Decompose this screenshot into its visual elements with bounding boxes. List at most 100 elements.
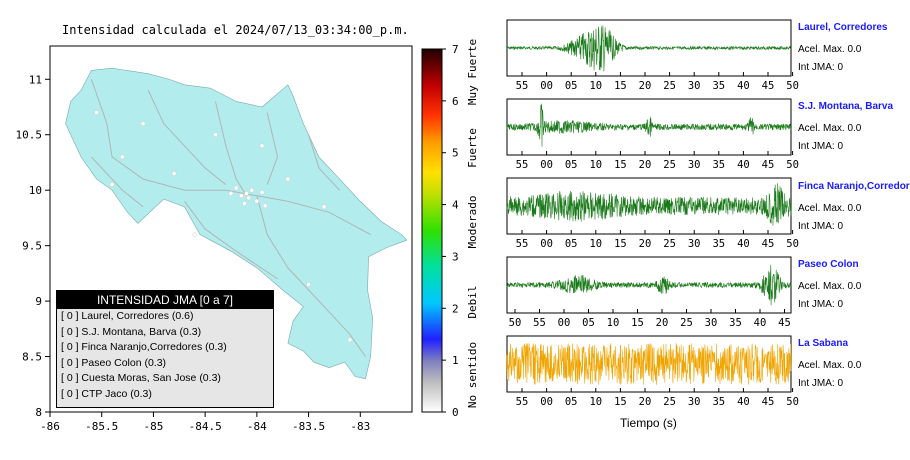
map-ytick-label: 8.5: [22, 351, 42, 364]
town-10: [120, 154, 125, 160]
town-4: [238, 193, 244, 199]
map-xtick-label: -83.5: [292, 420, 325, 433]
map-ytick-label: 10.5: [16, 129, 43, 142]
waveform-tick-label: 00: [540, 238, 553, 250]
station-int-jma: Int JMA: 0: [798, 221, 844, 232]
waveform-trace-0: [506, 25, 792, 72]
waveform-tick-label: 25: [663, 396, 676, 408]
map-ytick-label: 11: [29, 73, 42, 86]
road-7: [308, 134, 340, 191]
waveform-tick-label: 10: [589, 80, 602, 92]
town-14: [321, 204, 327, 210]
legend-item: [ 0 ] S.J. Montana, Barva (0.3): [61, 325, 202, 338]
station-int-jma: Int JMA: 0: [798, 299, 844, 310]
waveform-tick-label: 10: [589, 159, 602, 171]
waveform-tick-label: 50: [786, 238, 799, 250]
legend-title: INTENSIDAD JMA [0 a 7]: [57, 291, 273, 309]
waveform-tick-label: 30: [688, 396, 701, 408]
waveform-tick-label: 40: [737, 159, 750, 171]
station-acel-max: Acel. Max. 0.0: [798, 281, 862, 292]
road-6: [147, 90, 227, 185]
station-acel-max: Acel. Max. 0.0: [798, 123, 862, 134]
map-title: Intensidad calculada el 2024/07/13_03:34…: [62, 23, 409, 37]
waveform-tick-label: 35: [712, 238, 725, 250]
legend-item: [ 0 ] Finca Naranjo,Corredores (0.3): [61, 341, 227, 353]
waveform-tick-label: 00: [558, 317, 571, 329]
waveform-tick-label: 50: [786, 159, 799, 171]
waveform-tick-label: 55: [516, 159, 529, 171]
waveform-trace-3: [506, 264, 792, 306]
waveform-tick-label: 55: [516, 238, 529, 250]
waveform-tick-label: 45: [778, 317, 791, 329]
waveform-tick-label: 25: [663, 159, 676, 171]
station-int-jma: Int JMA: 0: [798, 378, 844, 389]
waveform-tick-label: 15: [614, 159, 627, 171]
map-ytick-label: 9.5: [22, 240, 42, 253]
town-1: [244, 191, 249, 196]
town-18: [109, 182, 115, 187]
waveform-tick-label: 00: [540, 80, 553, 92]
waveform-tick-label: 55: [516, 396, 529, 408]
colorbar-tick-label: 6: [452, 95, 459, 108]
colorbar: [421, 48, 443, 413]
waveform-tick-label: 50: [786, 80, 799, 92]
colorbar-tick-label: 5: [452, 147, 459, 160]
waveform-tick-label: 10: [589, 238, 602, 250]
town-21: [94, 110, 99, 115]
waveform-tick-label: 40: [737, 80, 750, 92]
waveform-tick-label: 05: [565, 396, 578, 408]
town-12: [213, 132, 218, 138]
waveform-tick-label: 15: [614, 238, 627, 250]
waveform-tick-label: 30: [688, 238, 701, 250]
town-15: [306, 282, 311, 287]
legend-item: [ 0 ] Laurel, Corredores (0.6): [61, 310, 194, 322]
waveform-tick-label: 45: [762, 80, 775, 92]
waveform-tick-label: 20: [656, 317, 669, 329]
station-int-jma: Int JMA: 0: [798, 141, 844, 152]
station-info-2: Finca Naranjo,Corredores Acel. Max. 0.0 In…: [798, 181, 910, 236]
map-xtick-label: -84: [247, 420, 267, 433]
town-5: [233, 185, 239, 191]
waveform-tick-label: 05: [565, 238, 578, 250]
town-0: [246, 195, 251, 201]
waveform-tick-label: 20: [639, 80, 652, 92]
station-info-0: Laurel, Corredores Acel. Max. 0.0 Int JMA:…: [798, 22, 887, 77]
waveform-tick-label: 40: [754, 317, 767, 329]
waveform-tick-label: 15: [614, 80, 627, 92]
station-name: Laurel, Corredores: [798, 22, 888, 33]
colorbar-tick-label: 7: [452, 43, 459, 56]
station-info-4: La Sabana Acel. Max. 0.0 Int JMA: 0: [798, 338, 861, 393]
waveform-trace-4: [506, 343, 792, 385]
station-acel-max: Acel. Max. 0.0: [798, 203, 862, 214]
station-name: Paseo Colon: [798, 259, 859, 270]
waveform-tick-label: 45: [762, 238, 775, 250]
waveform-tick-label: 15: [631, 317, 644, 329]
waveform-tick-label: 20: [639, 396, 652, 408]
colorbar-tick-label: 0: [452, 406, 459, 419]
waveform-tick-label: 35: [729, 317, 742, 329]
station-name: Finca Naranjo,Corredores: [798, 181, 910, 192]
map-ytick-label: 10: [29, 184, 42, 197]
road-2: [215, 101, 247, 196]
colorbar-tick-label: 3: [452, 250, 459, 263]
road-5: [184, 201, 278, 280]
town-7: [242, 201, 247, 206]
waveform-tick-label: 40: [737, 238, 750, 250]
station-acel-max: Acel. Max. 0.0: [798, 360, 862, 371]
colorbar-category-label: Fuerte: [466, 128, 479, 168]
waveform-tick-label: 05: [565, 159, 578, 171]
waveform-tick-label: 40: [737, 396, 750, 408]
waveform-tick-label: 00: [540, 159, 553, 171]
town-20: [259, 143, 265, 149]
waveform-xlabel: Tiempo (s): [620, 416, 677, 430]
town-2: [254, 198, 260, 204]
waveform-tick-label: 05: [582, 317, 595, 329]
station-info-3: Paseo Colon Acel. Max. 0.0 Int JMA: 0: [798, 259, 861, 314]
town-13: [285, 176, 291, 182]
map-ytick-label: 9: [35, 295, 42, 308]
waveform-tick-label: 35: [712, 80, 725, 92]
map-xtick-label: -85: [143, 420, 163, 433]
costa-rica-land: [65, 67, 408, 380]
waveform-trace-1: [506, 103, 792, 147]
